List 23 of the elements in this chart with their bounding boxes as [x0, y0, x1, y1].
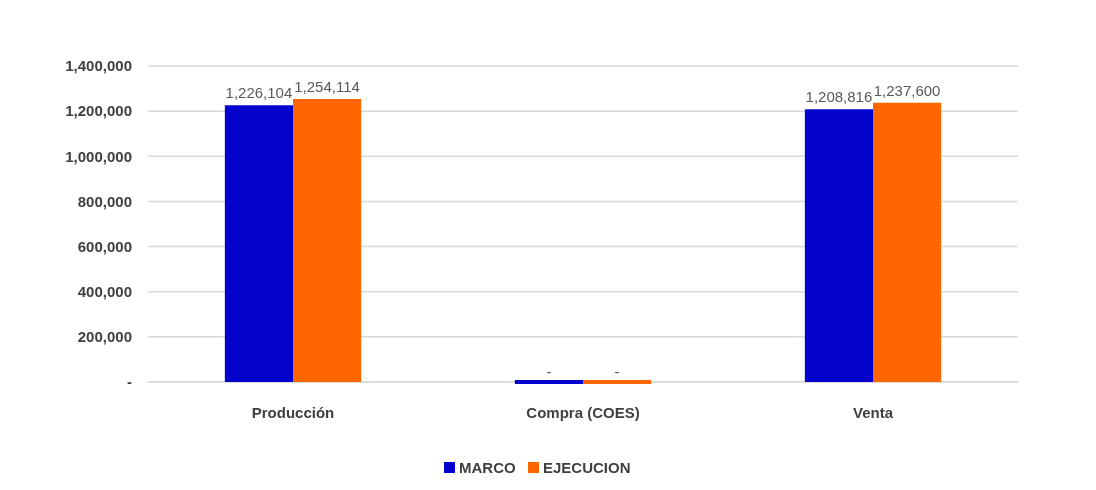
data-label: - — [546, 363, 552, 380]
legend-label: MARCO — [459, 459, 516, 477]
x-tick-label: Producción — [251, 404, 335, 421]
y-tick-label: 600,000 — [77, 237, 132, 255]
y-tick-label: 400,000 — [77, 282, 132, 300]
y-tick-label: 800,000 — [77, 192, 132, 210]
y-tick-label: 1,200,000 — [65, 102, 132, 120]
y-tick-label: 200,000 — [77, 328, 132, 346]
y-tick-label: 1,400,000 — [65, 57, 132, 75]
y-tick-label: - — [127, 373, 132, 391]
data-label: - — [614, 363, 620, 380]
data-label: 1,254,114 — [294, 77, 360, 95]
data-label: 1,226,104 — [225, 84, 293, 102]
bar — [804, 109, 873, 382]
x-tick-label: Venta — [852, 404, 894, 421]
legend-label: EJECUCION — [543, 459, 631, 477]
x-tick-label: Compra (COES) — [526, 404, 640, 421]
bar — [873, 102, 942, 382]
bar — [224, 105, 293, 382]
data-label: 1,208,816 — [805, 88, 873, 106]
y-tick-label: 1,000,000 — [65, 147, 132, 165]
data-label: 1,237,600 — [873, 81, 941, 99]
bar — [293, 98, 362, 382]
